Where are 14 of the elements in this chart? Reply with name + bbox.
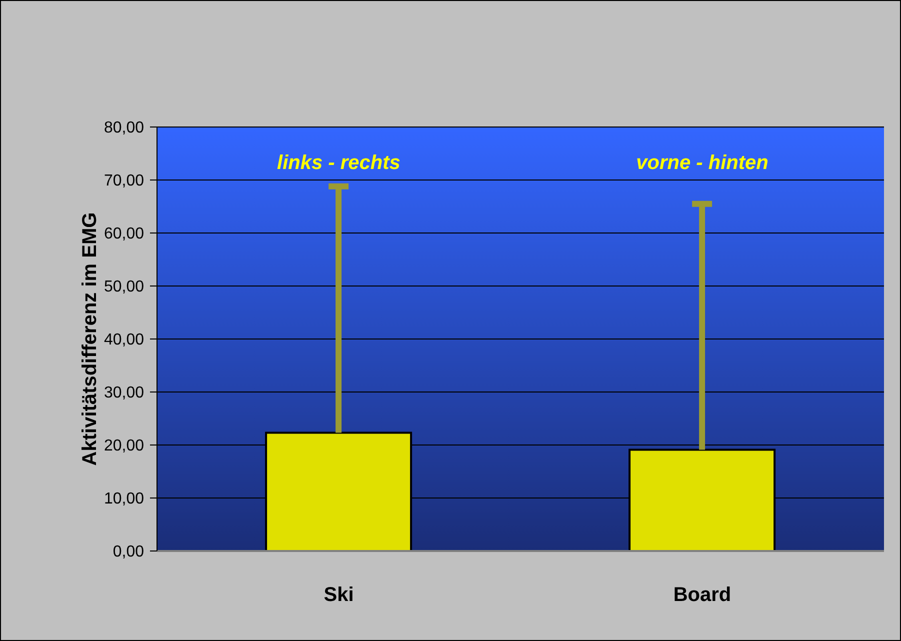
y-tick-label: 0,00 (112, 544, 144, 561)
y-tick-label: 40,00 (104, 332, 144, 349)
y-tick-label: 20,00 (104, 438, 144, 455)
y-tick-label: 60,00 (104, 226, 144, 243)
annotation: links - rechts (277, 152, 400, 174)
x-tick-label: Board (673, 584, 732, 606)
y-tick-label: 80,00 (104, 120, 144, 137)
y-tick-label: 30,00 (104, 384, 144, 402)
annotation: vorne - hinten (636, 152, 768, 174)
y-tick-label: 10,00 (104, 490, 144, 508)
y-tick-label: 50,00 (104, 278, 144, 296)
y-axis-title: Aktivitätsdifferenz im EMG (79, 212, 101, 466)
y-tick-label: 70,00 (104, 172, 144, 190)
x-tick-label: Ski (324, 584, 354, 606)
